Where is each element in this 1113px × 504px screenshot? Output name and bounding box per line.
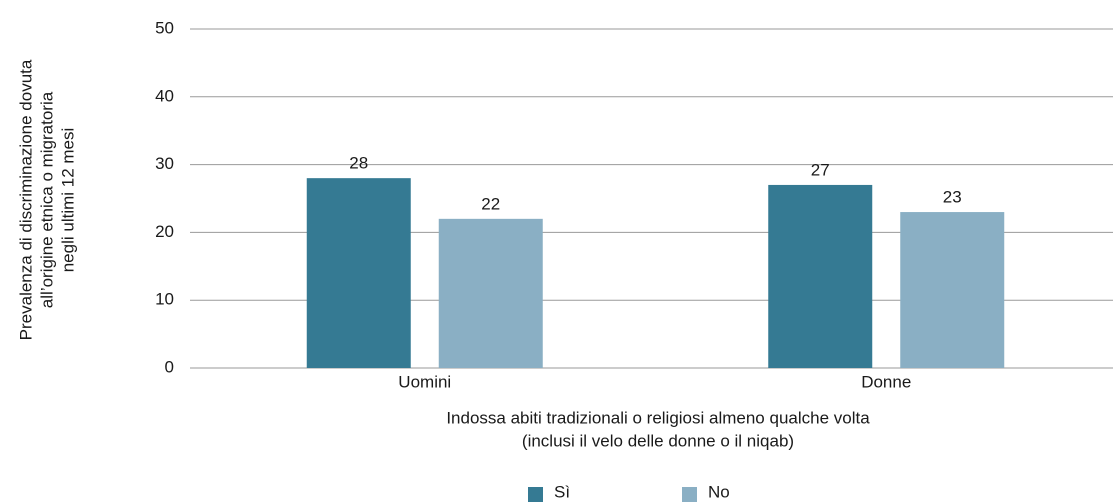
legend-label: Sì [554,482,570,501]
legend-swatch [682,487,697,502]
x-axis-label-line: (inclusi il velo delle donne o il niqab) [522,431,794,450]
x-axis-label-line: Indossa abiti tradizionali o religiosi a… [446,408,870,427]
y-tick-label: 50 [155,18,174,37]
data-label: 22 [481,194,500,213]
y-axis-label-line: all’origine etnica o migratoria [37,91,56,308]
y-tick-label: 30 [155,154,174,173]
y-axis-label: Prevalenza di discriminazione dovuta all’… [16,59,77,340]
x-tick-label: Uomini [398,372,451,391]
legend-swatch [528,487,543,502]
data-label: 23 [943,188,962,207]
x-tick-label: Donne [861,372,911,391]
y-tick-label: 10 [155,290,174,309]
data-label: 28 [349,154,368,173]
bar [900,212,1005,368]
y-tick-label: 40 [155,86,174,105]
data-label: 27 [811,160,830,179]
legend-label: No [708,482,730,501]
bar [306,178,411,368]
y-tick-label: 20 [155,222,174,241]
y-axis-label-line: Prevalenza di discriminazione dovuta [16,59,35,340]
y-tick-label: 0 [165,357,174,376]
bar [438,218,543,368]
y-axis-label-line: negli ultimi 12 mesi [58,128,77,273]
bar [768,184,873,368]
